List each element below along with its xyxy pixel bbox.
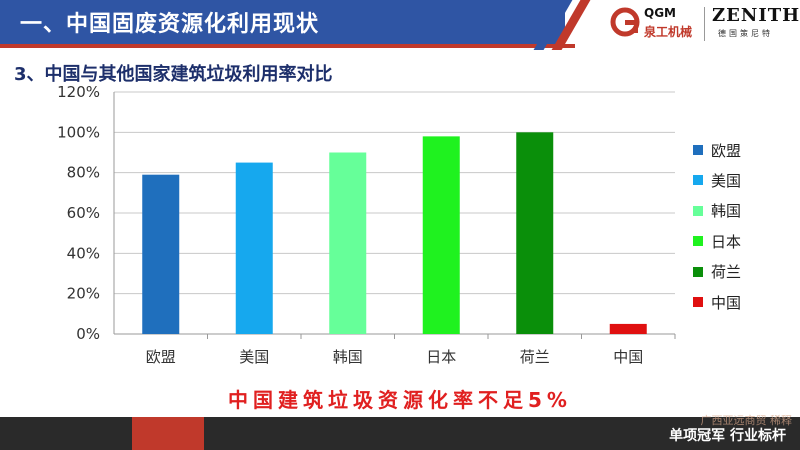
footer-block [204,417,800,450]
zenith-brand-cn: 德国策尼特 [718,29,773,38]
qgm-brand-cn: 泉工机械 [644,25,693,39]
bar [422,136,460,334]
chart-canvas: 0% 20% 40% 60% 80% 100% 120% 欧盟 美国 韩国 日本 荷兰 中国 [57,83,676,366]
watermark: 广西亚远商贸 稀释 [700,414,793,427]
x-tick-label: 美国 [239,348,269,366]
title-underline [0,44,575,48]
title-bar [0,0,565,44]
x-tick-label: 欧盟 [146,348,176,366]
bar-chart: 0% 20% 40% 60% 80% 100% 120% 欧盟 美国 韩国 日本 荷兰 中国 [0,80,800,380]
y-tick-label: 120% [57,83,100,101]
legend-label: 日本 [711,232,742,251]
legend-item: 日本 [693,230,741,252]
legend-swatch [693,297,703,307]
y-tick-label: 60% [67,204,100,222]
bar [142,174,180,334]
legend-swatch [693,175,703,186]
legend-swatch [693,145,703,155]
legend-label: 美国 [711,171,742,190]
legend-item: 荷兰 [693,261,741,283]
chart-callout: 中国建筑垃圾资源化率不足5% [228,388,572,412]
x-tick-label: 中国 [613,348,643,366]
legend-swatch [693,236,703,247]
header: 一、中国固废资源化利用现状 QGM 泉工机械 ZENITH 德国策尼特 [0,0,800,50]
footer: 单项冠军 行业标杆 [0,417,800,450]
chart-subtitle: 3、中国与其他国家建筑垃圾利用率对比 [14,64,333,85]
brand-logos: QGM 泉工机械 ZENITH 德国策尼特 [600,3,800,45]
legend-label: 荷兰 [711,263,742,282]
legend-swatch [693,266,703,277]
x-tick-label: 韩国 [333,348,363,366]
zenith-brand-text: ZENITH [712,5,800,26]
qgm-logo-icon [610,7,640,37]
bar [235,162,273,334]
qgm-brand-text: QGM [644,6,676,20]
page-title: 一、中国固废资源化利用现状 [20,12,320,37]
bar [329,152,367,334]
y-tick-label: 40% [67,244,100,262]
bar [609,323,647,334]
logo-divider [704,7,705,41]
y-tick-label: 100% [57,123,100,141]
x-tick-label: 荷兰 [520,348,550,366]
y-tick-label: 20% [67,285,100,303]
legend-swatch [693,205,703,216]
legend-label: 中国 [711,293,742,312]
y-tick-label: 80% [67,164,100,182]
legend-label: 欧盟 [711,141,742,160]
bar [516,132,554,334]
footer-accent [132,417,204,450]
footer-block [0,417,132,450]
footer-slogan: 单项冠军 行业标杆 [669,428,786,444]
y-tick-label: 0% [76,325,100,343]
legend-label: 韩国 [711,202,742,221]
legend-item: 美国 [693,169,741,191]
legend-item: 韩国 [693,200,741,222]
legend-item: 中国 [693,291,741,313]
legend-item: 欧盟 [693,139,741,161]
x-tick-label: 日本 [426,348,456,366]
